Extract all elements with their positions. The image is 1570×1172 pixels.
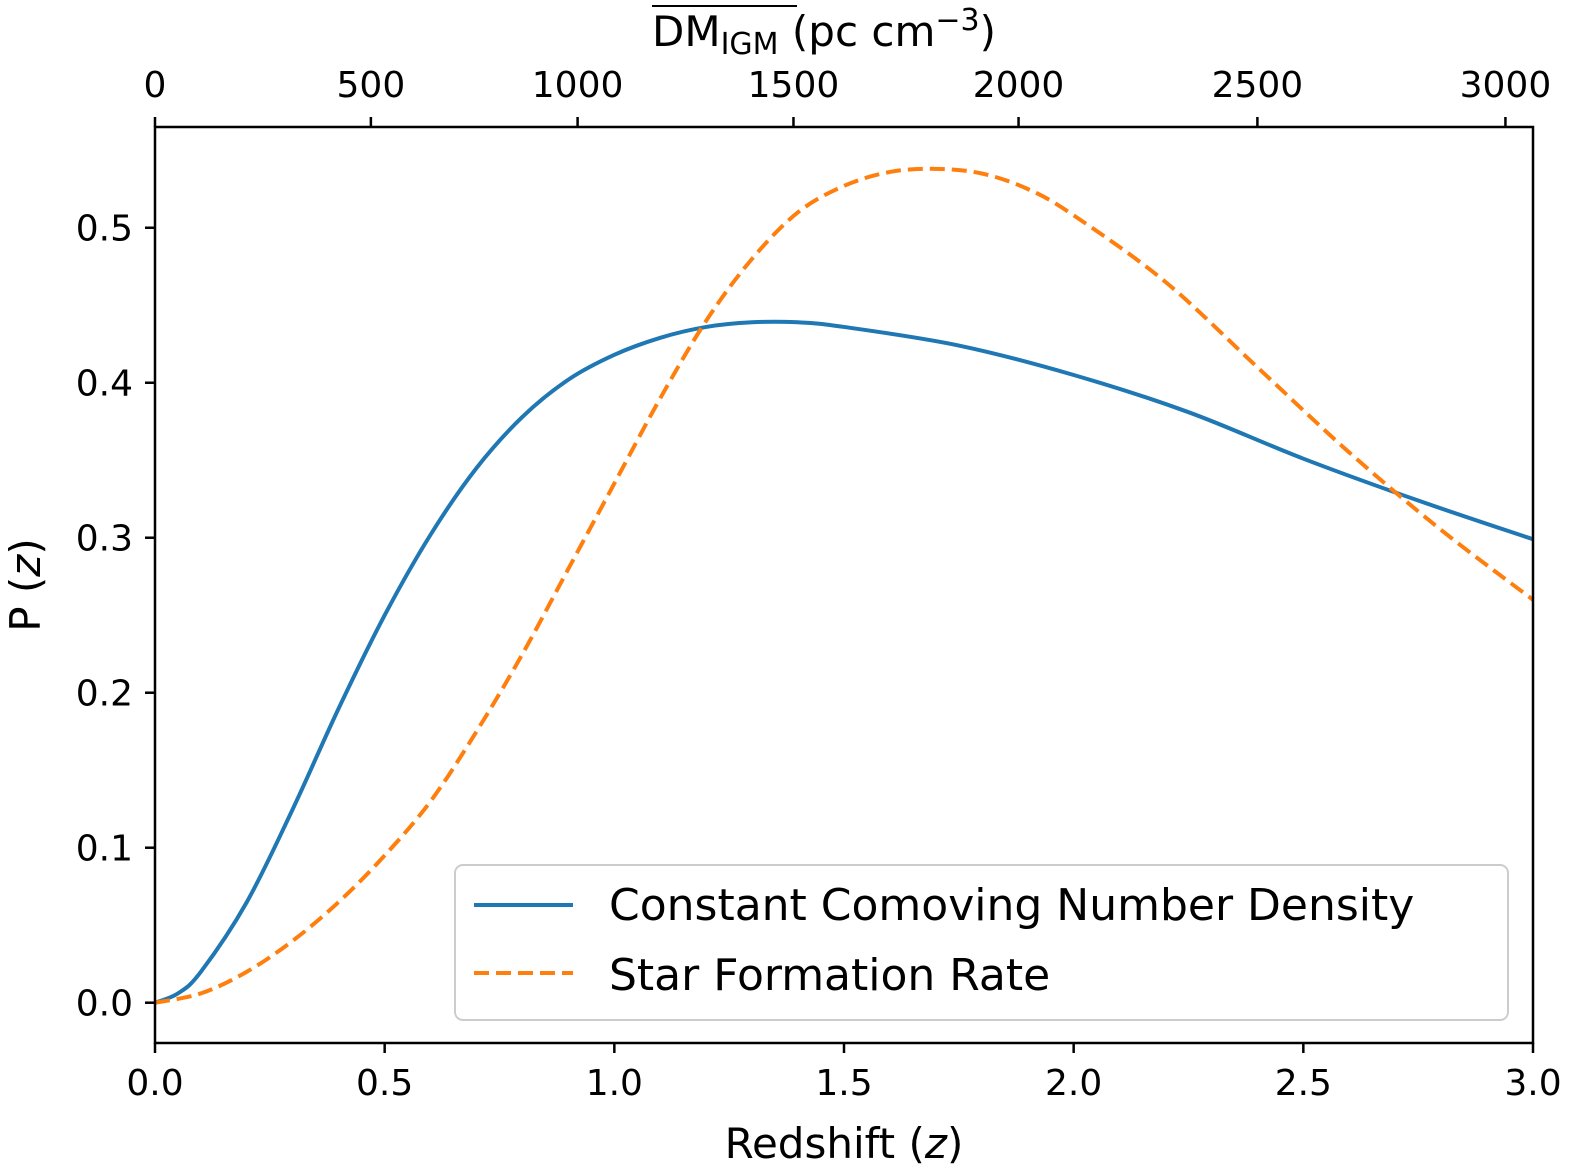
top-x-tick-label: 1000 xyxy=(532,65,624,106)
x-tick-label: 2.0 xyxy=(1045,1063,1102,1104)
y-tick-label: 0.1 xyxy=(76,829,133,870)
top-x-tick-label: 2500 xyxy=(1212,65,1304,106)
x-tick-label: 1.5 xyxy=(815,1063,872,1104)
x-tick-label: 0.0 xyxy=(126,1063,183,1104)
top-x-tick-label: 500 xyxy=(337,65,406,106)
x-tick-label: 1.0 xyxy=(586,1063,643,1104)
x-tick-label: 3.0 xyxy=(1504,1063,1561,1104)
y-axis-label: P (z) xyxy=(1,538,50,632)
top-x-axis-label: DMIGM (pc cm−3) xyxy=(652,3,996,62)
legend: Constant Comoving Number Density Star Fo… xyxy=(454,864,1509,1021)
x-tick-label: 0.5 xyxy=(356,1063,413,1104)
series-line-constant-comoving-number-density xyxy=(154,319,1534,1005)
plot-area xyxy=(154,166,1535,1005)
legend-label-constant-density: Constant Comoving Number Density xyxy=(609,880,1414,931)
top-x-tick-label: 1500 xyxy=(748,65,840,106)
y-tick-label: 0.0 xyxy=(76,984,133,1025)
x-axis: 0.0 0.5 1.0 1.5 2.0 2.5 3.0 xyxy=(126,1043,1562,1104)
top-x-tick-label: 2000 xyxy=(973,65,1065,106)
svg-text:DMIGM (pc cm−3): DMIGM (pc cm−3) xyxy=(652,3,996,62)
legend-label-star-formation: Star Formation Rate xyxy=(609,950,1050,1001)
y-tick-label: 0.3 xyxy=(76,519,133,560)
y-axis: 0.0 0.1 0.2 0.3 0.4 0.5 xyxy=(76,209,155,1025)
top-x-tick-label: 3000 xyxy=(1460,65,1552,106)
y-tick-label: 0.5 xyxy=(76,209,133,250)
x-tick-label: 2.5 xyxy=(1275,1063,1332,1104)
top-x-axis: 0 500 1000 1500 2000 2500 3000 xyxy=(144,65,1552,127)
x-axis-label: Redshift (z) xyxy=(725,1119,964,1168)
y-tick-label: 0.2 xyxy=(76,674,133,715)
top-x-tick-label: 0 xyxy=(144,65,167,106)
series-line-star-formation-rate xyxy=(154,166,1535,1005)
legend-box xyxy=(454,864,1509,1021)
y-tick-label: 0.4 xyxy=(76,364,133,405)
